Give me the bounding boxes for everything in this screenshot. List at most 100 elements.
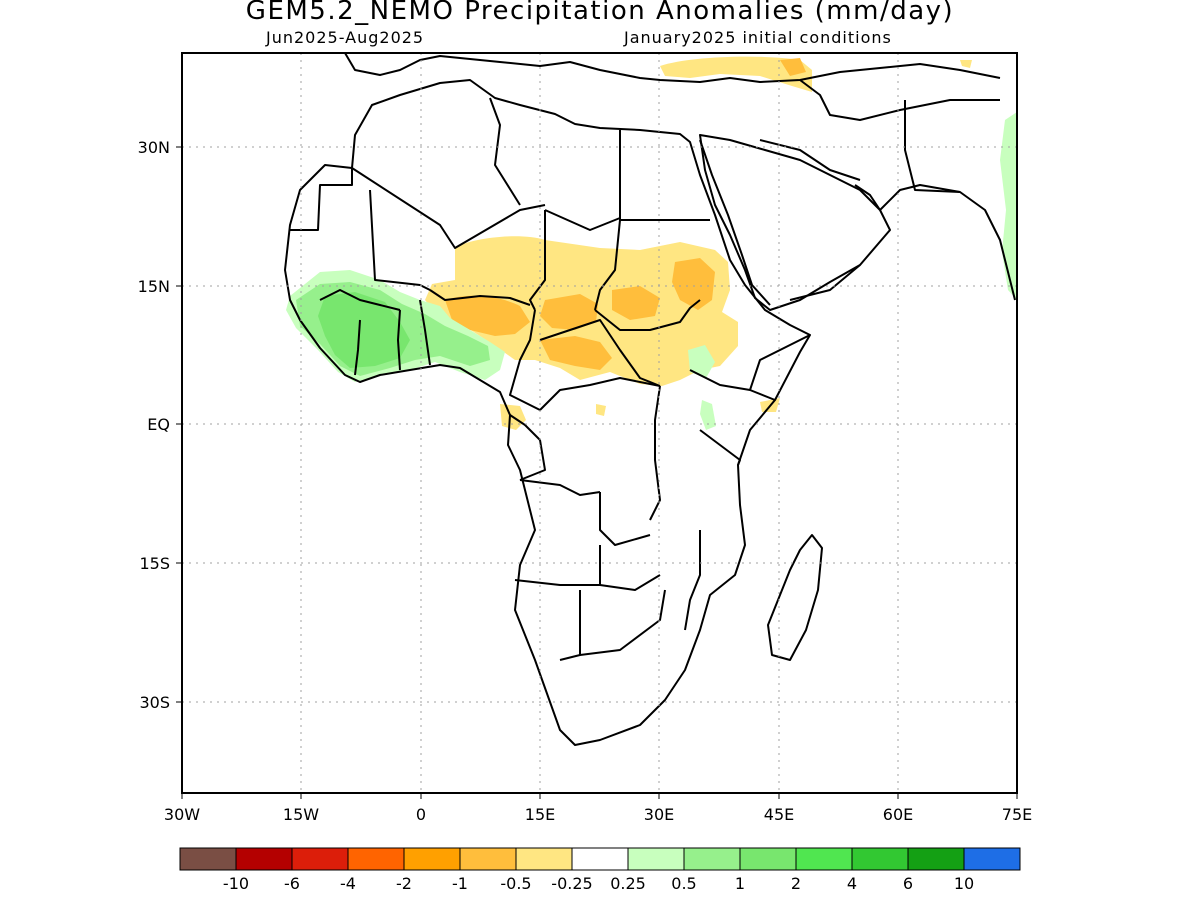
colorbar-label: -2 <box>396 874 412 893</box>
lon-label: 0 <box>416 805 426 824</box>
gridlines <box>182 53 1017 793</box>
forecast-period: Jun2025-Aug2025 <box>266 28 425 47</box>
colorbar-swatch <box>627 847 685 871</box>
colorbar-label: 10 <box>954 874 974 893</box>
west-africa-wet-strong-region <box>318 292 410 368</box>
colorbar-label: -4 <box>340 874 356 893</box>
border-west-africa-3 <box>419 299 431 366</box>
ethiopia-wet-weak-region <box>688 345 715 378</box>
border-libya-egypt <box>619 130 710 221</box>
colorbar-label: -0.5 <box>500 874 531 893</box>
colorbar-label: -6 <box>284 874 300 893</box>
border-west-sahara-mauritania <box>290 168 353 231</box>
lon-label: 30E <box>644 805 674 824</box>
border-yemen-oman <box>789 264 861 301</box>
colorbar-swatch <box>291 847 349 871</box>
border-west-africa-4 <box>354 319 361 376</box>
colorbar-swatch <box>795 847 853 871</box>
ethiopia-dry-moderate-region <box>612 286 660 320</box>
madagascar-coastline <box>767 534 823 661</box>
border-ethiopia-kenya <box>689 369 776 401</box>
colorbar-swatch <box>403 847 461 871</box>
border-cameroon <box>509 309 541 411</box>
colorbar-label: 0.25 <box>610 874 646 893</box>
colorbar-swatch <box>347 847 405 871</box>
colorbar-swatch <box>739 847 797 871</box>
border-algeria-mali <box>351 167 546 249</box>
lon-label: 60E <box>883 805 913 824</box>
map-plot-area <box>182 53 1017 793</box>
coastlines-and-borders <box>284 53 1016 746</box>
colorbar-label: -0.25 <box>551 874 592 893</box>
lat-label: 15S <box>139 554 170 573</box>
colorbar-swatch <box>571 847 629 871</box>
border-car-drc <box>539 377 661 411</box>
latitude-axis: 30N 15N EQ 15S 30S <box>138 138 182 712</box>
colorbar-label: 2 <box>791 874 801 893</box>
sudan-dry-moderate-region <box>672 258 715 310</box>
border-drc-east <box>649 385 661 521</box>
colorbar-label: -1 <box>452 874 468 893</box>
border-west-africa-1 <box>319 289 401 311</box>
colorbar-label: 4 <box>847 874 857 893</box>
map-title: GEM5.2_NEMO Precipitation Anomalies (mm/… <box>245 0 955 26</box>
plot-frame <box>181 52 1018 794</box>
border-niger-chad <box>529 210 546 311</box>
initial-conditions-label: January2025 initial conditions <box>624 28 892 47</box>
colorbar-swatch <box>515 847 573 871</box>
colorbar-swatch <box>963 847 1021 871</box>
border-namibia-botswana <box>559 590 581 661</box>
colorbar-label: 0.5 <box>671 874 696 893</box>
arabia-coastline <box>699 134 891 311</box>
lon-label: 45E <box>764 805 794 824</box>
colorbar-label: 6 <box>903 874 913 893</box>
border-south-sudan-car <box>539 319 661 387</box>
kenya-wet-weak-region <box>700 400 716 430</box>
nigeria-dry-moderate-region <box>445 295 530 336</box>
africa-coastline <box>284 79 811 746</box>
colorbar-swatch <box>235 847 293 871</box>
border-mauritania-mali <box>369 189 431 291</box>
border-ethiopia-somalia <box>749 334 811 391</box>
lat-label: 15N <box>138 277 170 296</box>
longitude-axis: 30W 15W 0 15E 30E 45E 60E 75E <box>164 793 1032 824</box>
colorbar-swatch <box>683 847 741 871</box>
europe-coastline <box>344 53 1001 83</box>
colorbar-label: -10 <box>223 874 249 893</box>
border-angola-drc <box>599 492 651 546</box>
lon-label: 15W <box>283 805 319 824</box>
border-tanzania-kenya <box>699 429 741 466</box>
colorbar-swatch <box>459 847 517 871</box>
border-mozambique <box>684 530 701 631</box>
border-iran-afghanistan <box>904 100 961 193</box>
colorbar-swatch <box>907 847 965 871</box>
border-west-africa-2 <box>397 309 401 371</box>
border-botswana-south-africa <box>579 589 666 656</box>
lat-label: 30N <box>138 138 170 157</box>
border-iraq-saudi <box>759 139 861 181</box>
border-niger-nigeria <box>429 289 531 306</box>
border-algeria-libya <box>489 97 521 206</box>
colorbar-legend: -10 -6 -4 -2 -1 -0.5 -0.25 0.25 0.5 1 2 4 6 10 <box>179 847 1021 893</box>
lon-label: 30W <box>164 805 200 824</box>
border-turkey-iran <box>799 79 1000 121</box>
border-angola-north <box>519 479 601 496</box>
colorbar-label: 1 <box>735 874 745 893</box>
drc-dry-weak-region <box>596 404 606 416</box>
arabia-dry-weak-region <box>660 56 812 92</box>
anomaly-shading <box>286 56 1017 430</box>
border-libya-chad <box>544 209 621 231</box>
border-chad-sudan <box>594 219 621 311</box>
red-sea-east-coast <box>699 139 771 306</box>
border-sudan-south-sudan <box>594 299 701 331</box>
colorbar-swatch <box>851 847 909 871</box>
lat-label: EQ <box>147 415 170 434</box>
lon-label: 15E <box>525 805 555 824</box>
lon-label: 75E <box>1002 805 1032 824</box>
car-dry-moderate-region <box>540 336 612 370</box>
iberia-dry-weak-region <box>960 60 972 68</box>
persian-gulf-coast <box>854 184 1016 301</box>
arabia-dry-moderate-region <box>780 58 806 76</box>
border-zambia-zimbabwe <box>599 545 661 591</box>
